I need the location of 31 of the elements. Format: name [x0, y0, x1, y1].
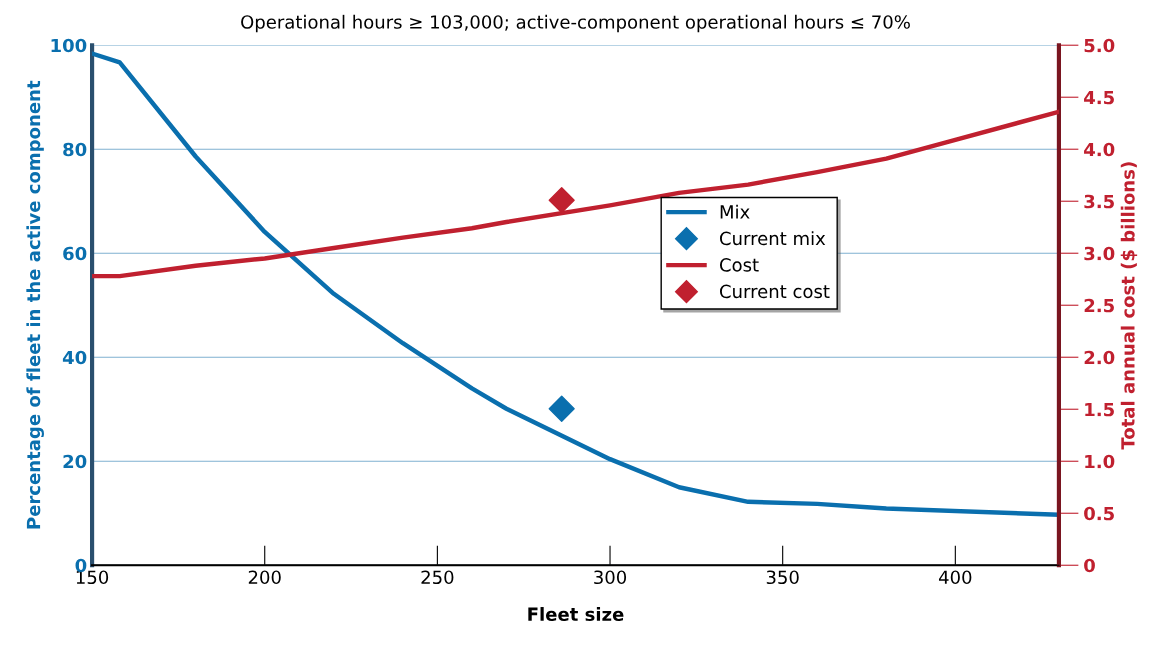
y2-tick-label: 3.0	[1084, 246, 1115, 261]
y2-tick-label: 0.5	[1084, 506, 1114, 521]
y-tick-label: 20	[63, 454, 87, 469]
legend-label: Cost	[719, 258, 759, 272]
line-series	[92, 51, 1059, 518]
y-tick-label: 60	[63, 246, 87, 261]
x-tick-label: 300	[594, 570, 627, 585]
y2-tick-label: 0	[1084, 558, 1095, 573]
chart-title: Operational hours ≥ 103,000; active-component operational hours ≤ 70%	[241, 14, 910, 33]
y2-tick-label: 2.0	[1084, 350, 1115, 365]
y-tick-label: 80	[63, 142, 87, 157]
y-axis-title: Percentage of fleet in the active component	[26, 80, 44, 529]
legend-label: Mix	[720, 204, 750, 219]
y2-tick-label: 4.0	[1084, 142, 1115, 157]
legend-label: Current cost	[719, 284, 830, 299]
y-tick-label: 100	[51, 38, 87, 53]
y-tick-label: 40	[62, 350, 87, 365]
y2-axis-title: Total annual cost ($ billions)	[1120, 162, 1138, 450]
y2-tick-label: 1.0	[1085, 454, 1115, 469]
x-tick-label: 400	[938, 570, 972, 585]
y2-tick-label: 1.5	[1085, 402, 1114, 417]
x-tick-label: 200	[248, 570, 281, 585]
y2-tick-label: 5.0	[1084, 38, 1115, 53]
x-tick-label: 250	[421, 570, 454, 585]
x-tick-label: 350	[766, 570, 799, 585]
y2-tick-label: 2.5	[1084, 298, 1114, 313]
y2-tick-label: 3.5	[1084, 194, 1114, 209]
y2-tick-label: 4.5	[1084, 90, 1114, 105]
line-series	[92, 109, 1059, 279]
legend-label: Current mix	[719, 231, 826, 246]
x-axis-title: Fleet size	[528, 607, 624, 622]
